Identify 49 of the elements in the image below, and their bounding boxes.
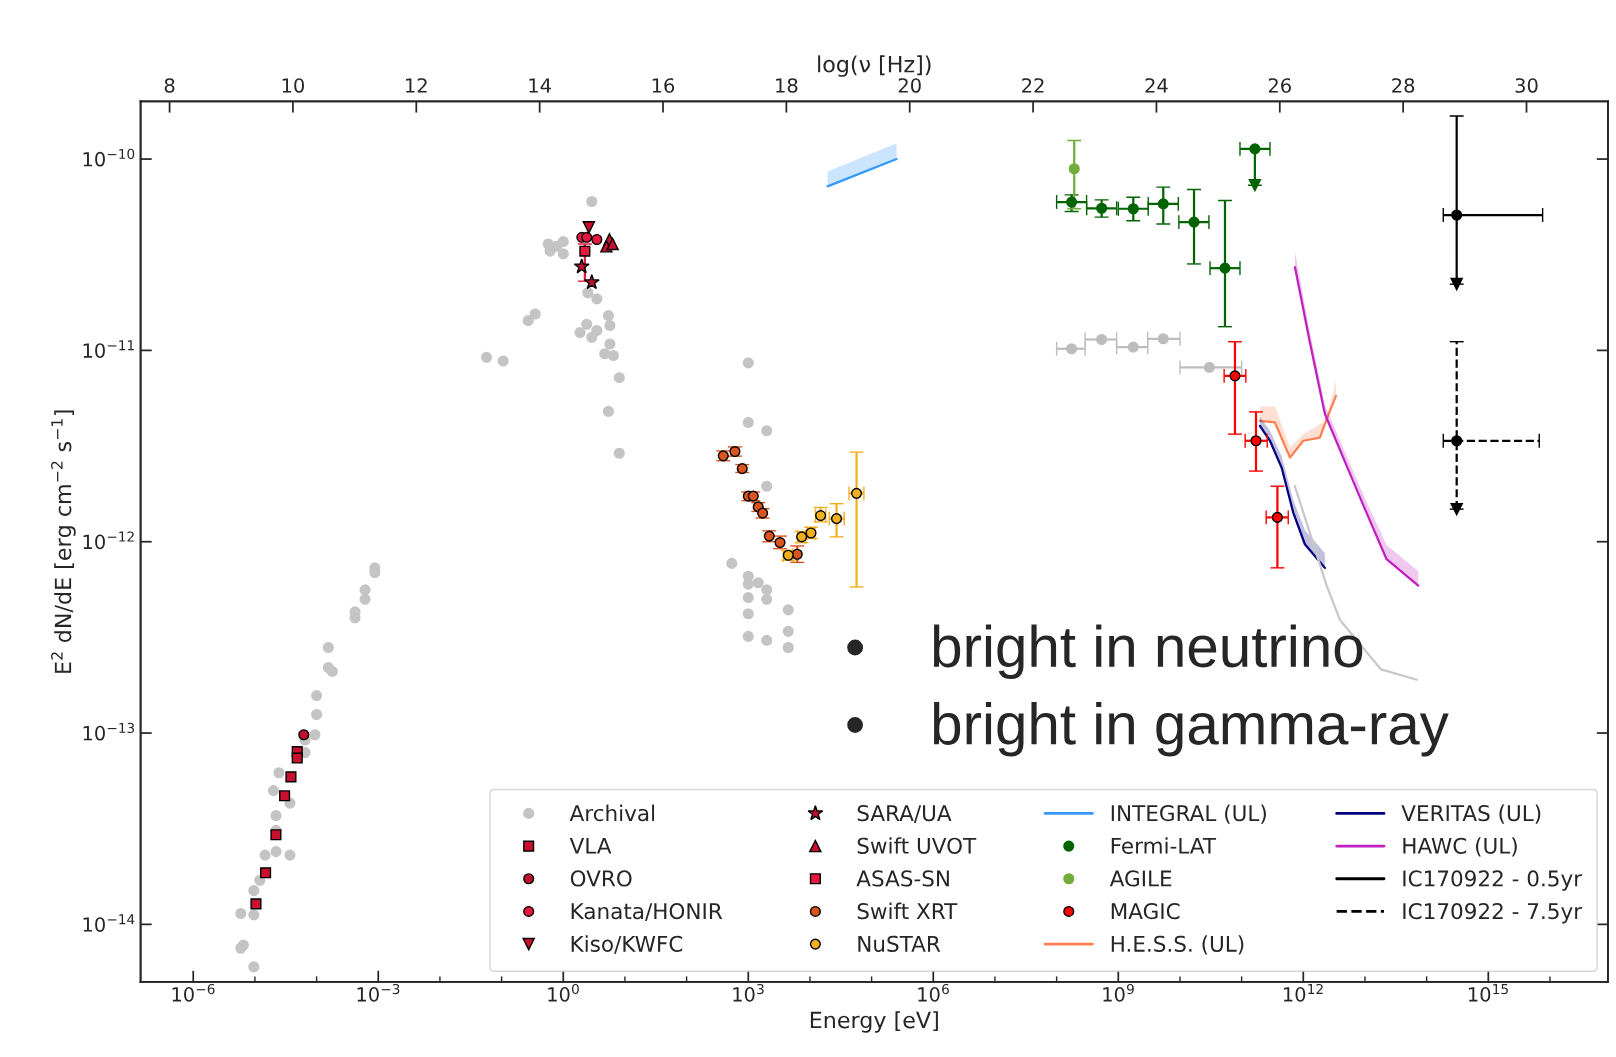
- x-tick-label: 10$^{3}$: [733, 983, 764, 1002]
- annotation: • bright in neutrino: [847, 624, 1363, 679]
- x-tick-label: 10$^{6}$: [918, 983, 949, 1002]
- legend-label: HAWC (UL): [1403, 837, 1517, 857]
- legend-label: ASAS-SN: [856, 870, 949, 887]
- x2-axis-title: log(ν [Hz]): [818, 55, 931, 77]
- legend-label: VLA: [569, 837, 612, 854]
- x2-tick-label: 10: [282, 78, 305, 93]
- y-tick-label: 10$^{−12}$: [83, 531, 134, 550]
- x2-tick-label: 14: [529, 78, 551, 93]
- legend-label: Fermi-LAT: [1111, 837, 1217, 854]
- y-tick-label: 10$^{−13}$: [83, 722, 135, 741]
- legend-label: SARA/UA: [857, 804, 952, 823]
- y-tick-label: 10$^{−11}$: [83, 340, 134, 358]
- x2-tick-label: 24: [1145, 78, 1168, 93]
- x2-tick-label: 12: [406, 78, 427, 93]
- legend-label: MAGIC: [1111, 902, 1180, 920]
- y-tick-label: 10$^{−14}$: [83, 914, 135, 932]
- annotation: • bright in gamma-ray: [847, 702, 1449, 757]
- legend-label: Archival: [569, 804, 655, 822]
- x-tick-label: 10$^{0}$: [548, 983, 579, 1002]
- y-axis-title: E$^{2}$ dN/dE [erg cm$^{−2}$ s$^{−1}$]: [51, 410, 76, 673]
- x2-tick-label: 26: [1268, 78, 1291, 93]
- y-tick-label: 10$^{−10}$: [83, 148, 135, 167]
- x2-tick-label: 20: [898, 78, 921, 93]
- legend-label: H.E.S.S. (UL): [1111, 935, 1244, 955]
- legend-label: AGILE: [1109, 870, 1172, 887]
- legend-label: IC170922 - 7.5yr: [1403, 902, 1583, 924]
- x2-tick-label: 16: [652, 78, 675, 93]
- x-tick-label: 10$^{12}$: [1283, 983, 1323, 1002]
- legend-label: Kanata/HONIR: [571, 902, 723, 921]
- x-axis-title: Energy [eV]: [810, 1011, 938, 1033]
- x-tick-label: 10$^{−3}$: [357, 983, 400, 1002]
- x-tick-label: 10$^{15}$: [1468, 984, 1508, 1002]
- x2-tick-label: 28: [1392, 78, 1415, 93]
- legend-label: Kiso/KWFC: [571, 935, 683, 954]
- x-tick-label: 10$^{9}$: [1103, 983, 1134, 1002]
- x2-tick-label: 8: [164, 78, 175, 93]
- legend-label: Swift XRT: [857, 902, 958, 920]
- x2-tick-label: 18: [776, 78, 798, 93]
- legend-label: IC170922 - 0.5yr: [1403, 870, 1583, 891]
- legend-label: VERITAS (UL): [1401, 804, 1541, 824]
- legend-label: OVRO: [570, 870, 632, 887]
- x2-tick-label: 22: [1022, 78, 1044, 93]
- legend-label: Swift UVOT: [857, 837, 977, 854]
- x2-tick-label: 30: [1515, 78, 1538, 93]
- legend-label: INTEGRAL (UL): [1111, 804, 1266, 824]
- x-tick-label: 10$^{−6}$: [172, 983, 215, 1002]
- legend-label: NuSTAR: [858, 935, 941, 952]
